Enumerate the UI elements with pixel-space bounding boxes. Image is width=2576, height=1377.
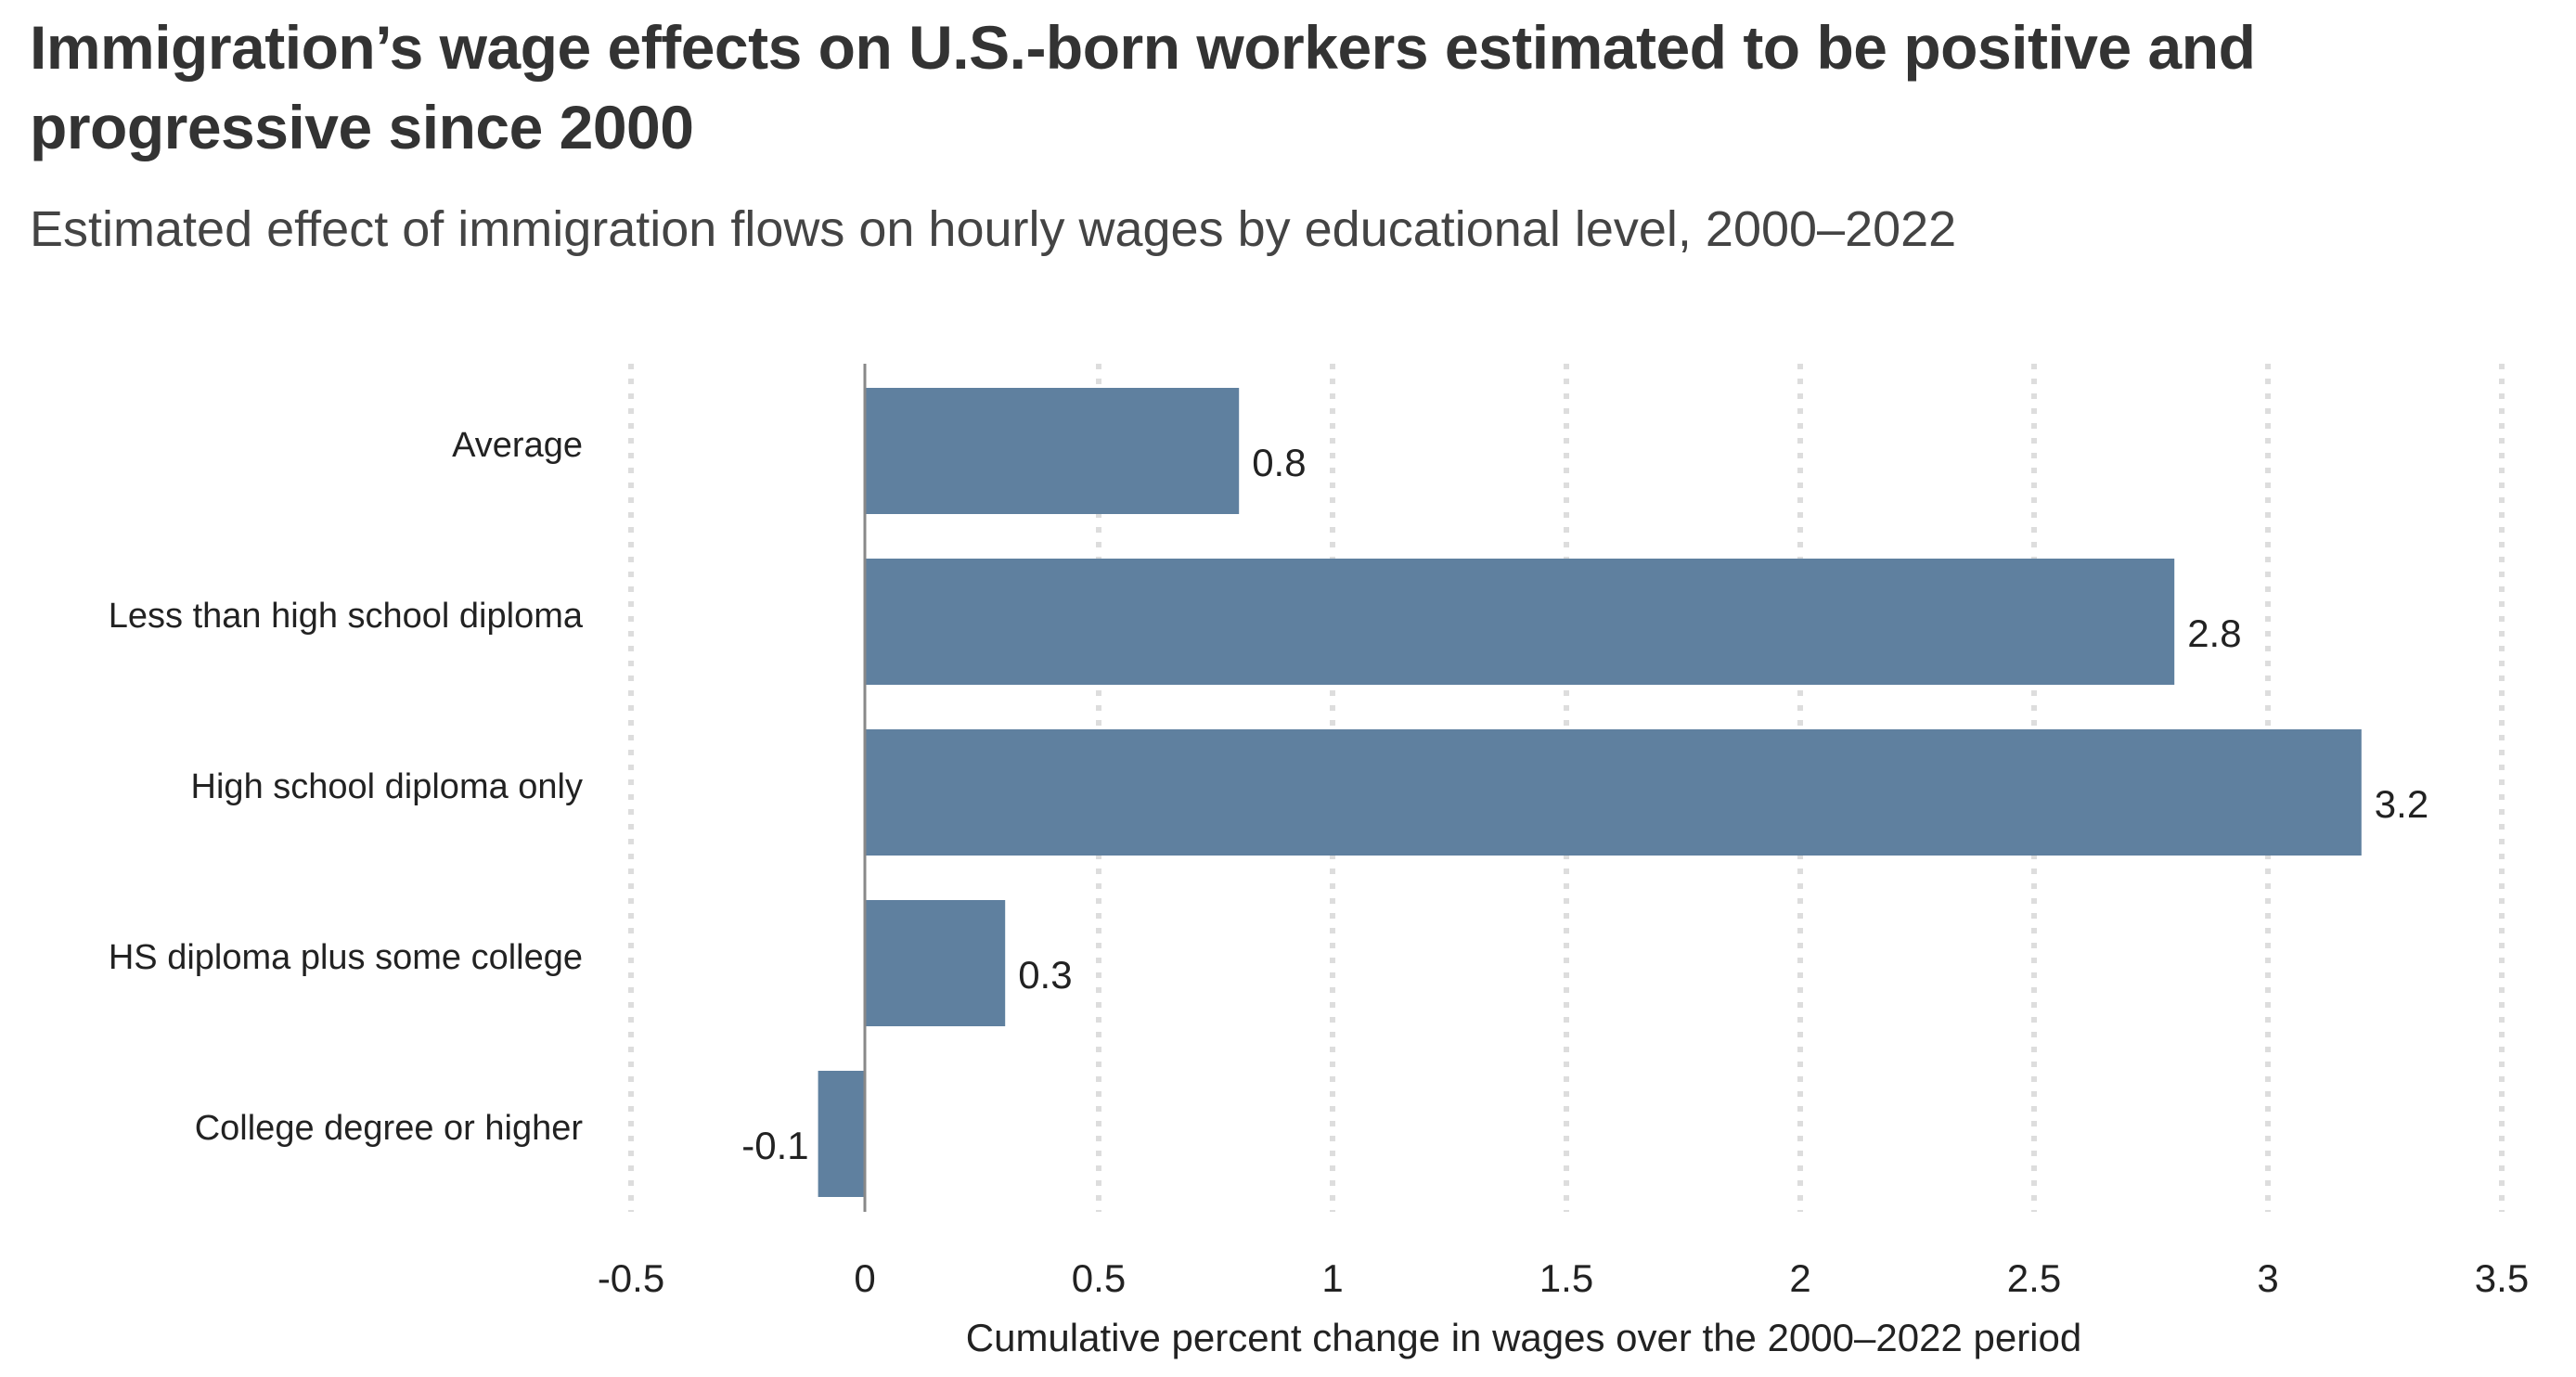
labels: -0.5 0 0.5 1 1.5 2 2.5 3 3.5 Average 0.8 Less than … — [109, 426, 2529, 1300]
data-label: 0.3 — [1018, 953, 1072, 997]
x-tick-label: 3.5 — [2475, 1256, 2529, 1300]
x-tick-label: -0.5 — [598, 1256, 664, 1300]
bars — [818, 388, 2362, 1197]
data-label: -0.1 — [741, 1124, 808, 1167]
category-label: High school diploma only — [191, 767, 583, 806]
x-tick-label: 0.5 — [1072, 1256, 1126, 1300]
bar — [865, 900, 1006, 1026]
category-label: Less than high school diploma — [109, 597, 584, 636]
bar — [865, 559, 2175, 685]
category-label: Average — [452, 426, 583, 465]
bar — [865, 729, 2362, 856]
x-tick-label: 0 — [854, 1256, 875, 1300]
bar — [865, 388, 1240, 514]
chart-title: Immigration’s wage effects on U.S.-born … — [30, 13, 2256, 161]
data-label: 0.8 — [1252, 441, 1306, 484]
chart-subtitle: Estimated effect of immigration flows on… — [30, 201, 1957, 257]
data-label: 2.8 — [2187, 611, 2241, 655]
x-tick-label: 1 — [1321, 1256, 1343, 1300]
x-tick-label: 2.5 — [2007, 1256, 2061, 1300]
category-label: HS diploma plus some college — [109, 938, 583, 977]
x-tick-label: 1.5 — [1539, 1256, 1593, 1300]
x-tick-label: 3 — [2257, 1256, 2278, 1300]
x-axis-title: Cumulative percent change in wages over … — [966, 1316, 2081, 1359]
bar — [818, 1071, 865, 1197]
data-label: 3.2 — [2375, 782, 2428, 826]
x-tick-label: 2 — [1789, 1256, 1810, 1300]
category-label: College degree or higher — [195, 1109, 584, 1148]
